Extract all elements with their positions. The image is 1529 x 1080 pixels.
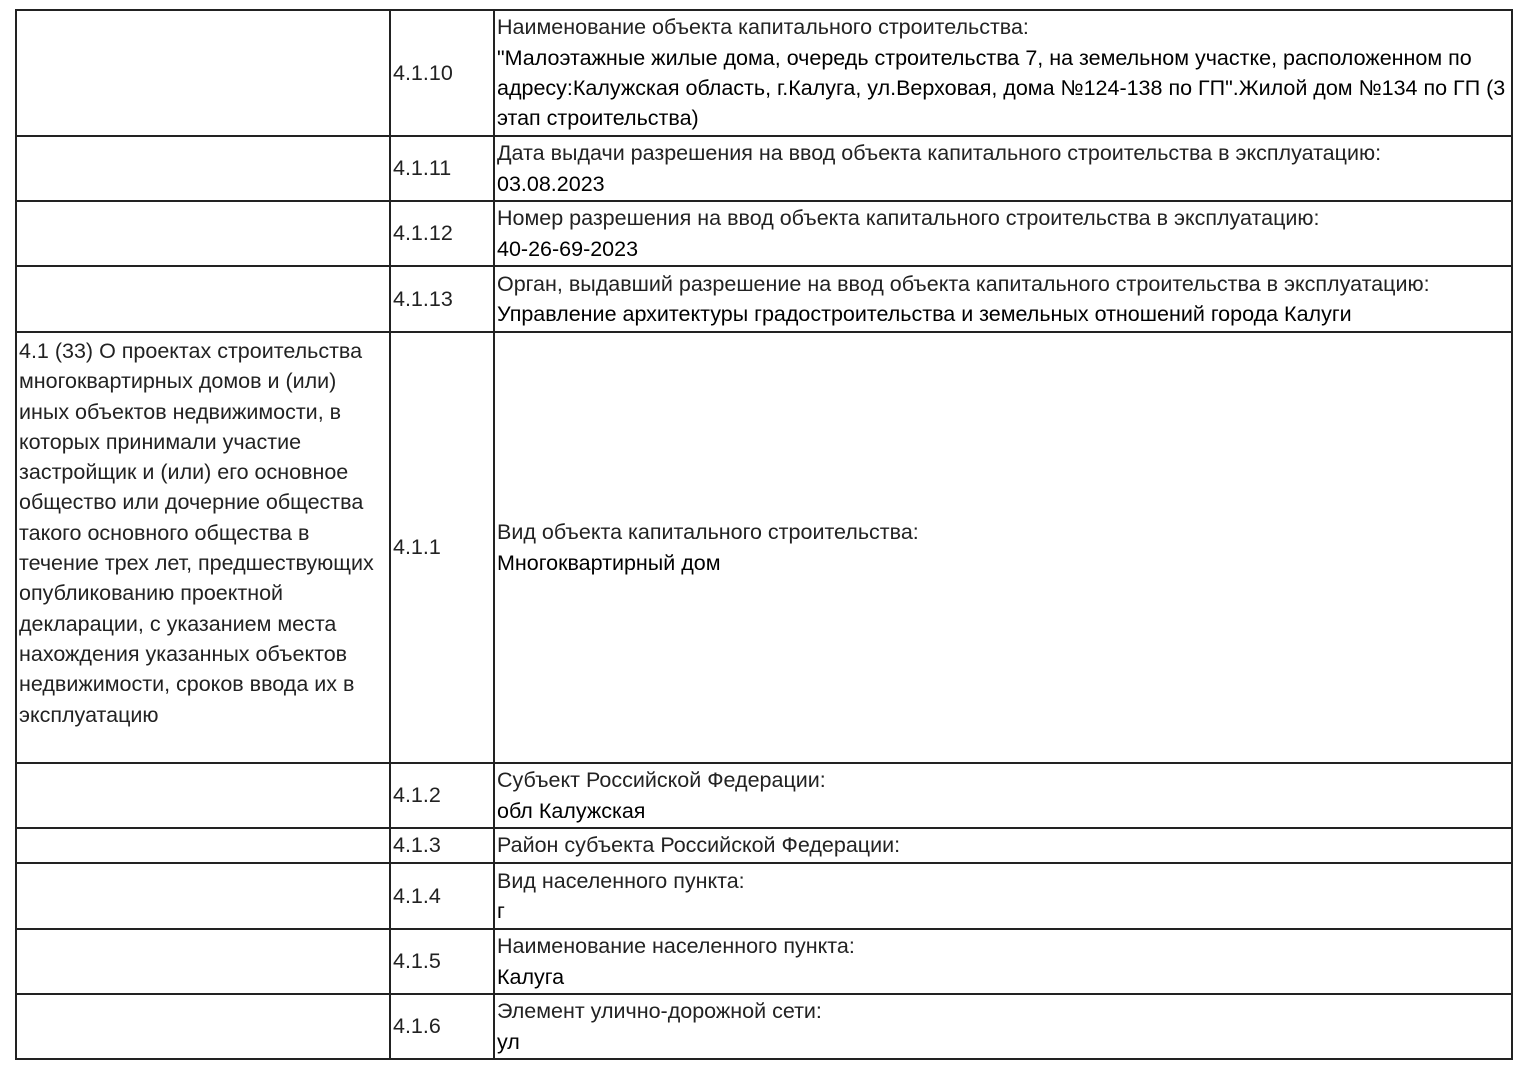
content-cell: Элемент улично-дорожной сети: ул [493, 993, 1513, 1060]
table-row: 4.1.11 Дата выдачи разрешения на ввод объ… [15, 135, 1513, 202]
table-row: 4.1.12 Номер разрешения на ввод объекта к… [15, 200, 1513, 267]
field-label: Орган, выдавший разрешение на ввод объек… [497, 271, 1430, 296]
content-cell: Номер разрешения на ввод объекта капитал… [493, 200, 1513, 267]
section-cell [15, 862, 391, 930]
field-value: Управление архитектуры градостроительств… [497, 302, 1352, 326]
field-value: 40-26-69-2023 [497, 236, 639, 261]
field-value: Калуга [497, 964, 565, 989]
field-label: Вид населенного пункта: [497, 868, 745, 893]
content-cell: Вид объекта капитального строительства: М… [493, 331, 1513, 764]
field-label: Наименование населенного пункта: [497, 934, 855, 959]
section-cell [15, 827, 391, 864]
content-cell: Орган, выдавший разрешение на ввод объек… [493, 265, 1513, 333]
field-value: г [497, 899, 505, 923]
field-value: "Малоэтажные жилые дома, очередь строите… [497, 45, 1506, 131]
field-value: обл Калужская [497, 798, 646, 823]
table-row: 4.1.6 Элемент улично-дорожной сети: ул [15, 993, 1513, 1060]
content-cell: Район субъекта Российской Федерации: [493, 827, 1513, 864]
section-cell [15, 993, 391, 1060]
table-row: 4.1.2 Субъект Российской Федерации: обл Ка… [15, 762, 1513, 829]
table-row: 4.1 (33) О проектах строительства многок… [15, 331, 1513, 764]
section-cell [15, 762, 391, 829]
declaration-table: 4.1.10 Наименование объекта капитального … [15, 9, 1513, 1060]
content-cell: Наименование населенного пункта: Калуга [493, 928, 1513, 995]
field-label: Вид объекта капитального строительства: [497, 520, 919, 545]
field-label: Субъект Российской Федерации: [497, 768, 826, 793]
item-code: 4.1.13 [389, 265, 495, 333]
table-row: 4.1.4 Вид населенного пункта: г [15, 862, 1513, 930]
content-cell: Субъект Российской Федерации: обл Калужск… [493, 762, 1513, 829]
field-value: ул [497, 1029, 520, 1054]
item-code: 4.1.11 [389, 135, 495, 202]
section-cell [15, 200, 391, 267]
field-value: 03.08.2023 [497, 171, 605, 196]
section-cell [15, 9, 391, 137]
table-row: 4.1.5 Наименование населенного пункта: Кал… [15, 928, 1513, 995]
section-cell [15, 265, 391, 333]
content-cell: Дата выдачи разрешения на ввод объекта к… [493, 135, 1513, 202]
item-code: 4.1.1 [389, 331, 495, 764]
table-row: 4.1.13 Орган, выдавший разрешение на ввод… [15, 265, 1513, 333]
section-cell [15, 928, 391, 995]
item-code: 4.1.4 [389, 862, 495, 930]
field-label: Дата выдачи разрешения на ввод объекта к… [497, 141, 1382, 166]
item-code: 4.1.10 [389, 9, 495, 137]
item-code: 4.1.6 [389, 993, 495, 1060]
field-label: Номер разрешения на ввод объекта капитал… [497, 206, 1320, 231]
field-label: Район субъекта Российской Федерации: [497, 833, 901, 858]
content-cell: Вид населенного пункта: г [493, 862, 1513, 930]
field-label: Наименование объекта капитального строит… [497, 15, 1029, 40]
item-code: 4.1.3 [389, 827, 495, 864]
field-value: Многоквартирный дом [497, 550, 721, 575]
section-cell [15, 135, 391, 202]
section-cell: 4.1 (33) О проектах строительства многок… [15, 331, 391, 764]
table-row: 4.1.10 Наименование объекта капитального … [15, 9, 1513, 137]
field-label: Элемент улично-дорожной сети: [497, 999, 822, 1024]
item-code: 4.1.5 [389, 928, 495, 995]
item-code: 4.1.2 [389, 762, 495, 829]
content-cell: Наименование объекта капитального строит… [493, 9, 1513, 137]
item-code: 4.1.12 [389, 200, 495, 267]
table-row: 4.1.3 Район субъекта Российской Федерации… [15, 827, 1513, 864]
